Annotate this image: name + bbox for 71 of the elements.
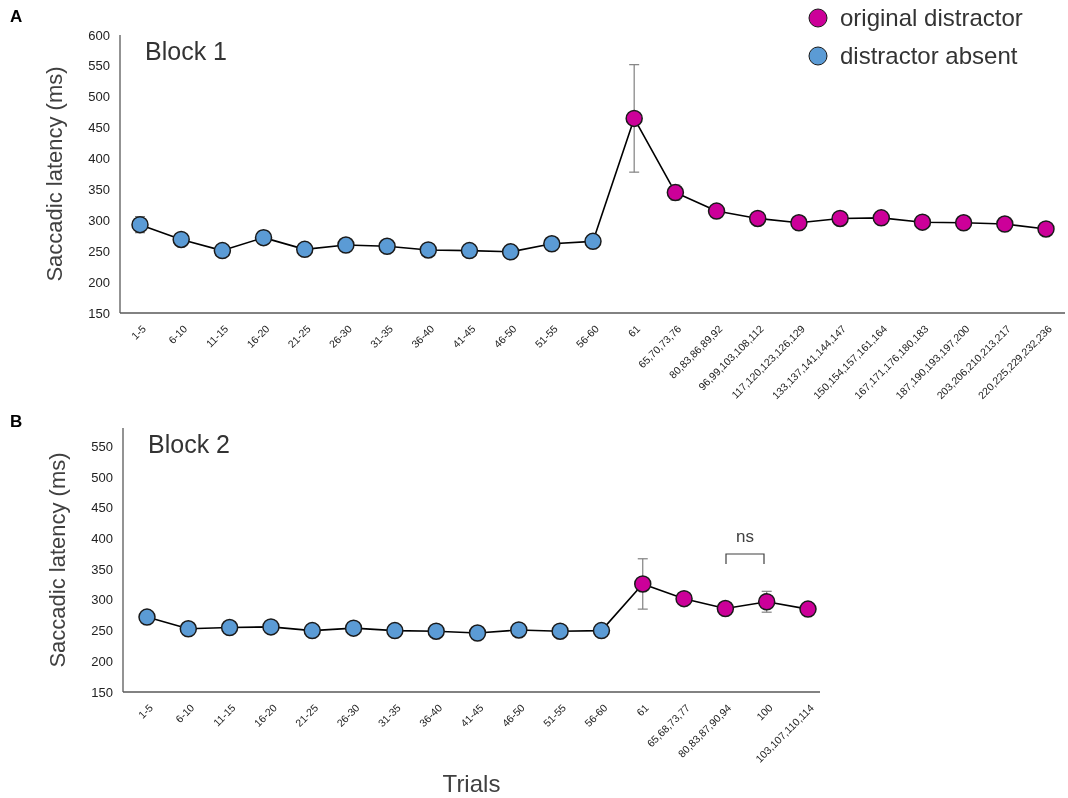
y-tick-label: 450	[88, 120, 110, 136]
point	[790, 214, 808, 232]
point	[913, 213, 932, 231]
y-tick-label: 250	[91, 623, 113, 639]
point	[138, 608, 156, 626]
y-tick-label: 500	[91, 469, 113, 485]
y-tick-label: 300	[88, 212, 110, 228]
point	[262, 618, 280, 636]
chart-title: Block 1	[145, 37, 227, 65]
point	[427, 622, 445, 640]
y-tick-label: 200	[91, 653, 113, 669]
point	[584, 232, 602, 251]
point	[213, 241, 232, 260]
point	[625, 109, 643, 128]
y-tick-label: 350	[91, 561, 113, 577]
x-tick-label: 1-5	[128, 322, 149, 342]
y-axis-title: Saccadic latency (ms)	[45, 452, 70, 668]
y-tick-label: 150	[88, 305, 110, 321]
point	[543, 235, 561, 253]
y-tick-label: 550	[91, 438, 113, 454]
point	[501, 243, 520, 261]
y-axis-title: Saccadic latency (ms)	[42, 66, 67, 282]
text: A	[10, 7, 23, 26]
point	[872, 209, 891, 227]
y-tick-label: 450	[91, 500, 113, 516]
point	[996, 215, 1014, 233]
point	[1037, 220, 1055, 238]
point	[378, 237, 396, 256]
text: B	[10, 412, 23, 431]
point	[337, 236, 355, 254]
y-tick-label: 150	[91, 684, 113, 700]
y-tick-label: 600	[88, 27, 110, 43]
y-tick-label: 400	[91, 531, 113, 547]
point	[303, 621, 321, 640]
point	[634, 575, 652, 593]
point	[716, 599, 735, 618]
point	[510, 621, 528, 639]
x-tick-label: 61	[625, 322, 643, 340]
point	[954, 214, 973, 232]
point	[831, 209, 849, 228]
x-tick-label: 61	[634, 701, 651, 719]
point	[295, 240, 314, 259]
point	[551, 622, 569, 640]
y-tick-label: 200	[88, 274, 110, 290]
y-tick-label: 350	[88, 181, 110, 197]
point	[386, 621, 404, 640]
y-tick-label: 400	[88, 151, 110, 167]
point	[419, 241, 438, 259]
point	[748, 209, 767, 228]
chart-title: Block 2	[148, 430, 230, 458]
point	[592, 621, 611, 640]
point	[179, 620, 198, 638]
legend-label: original distractor	[840, 4, 1023, 32]
point	[675, 589, 693, 608]
x-axis-title: Trials	[442, 770, 501, 797]
point	[344, 619, 363, 637]
legend-label: distractor absent	[840, 42, 1018, 70]
point	[468, 624, 487, 642]
annotation: ns	[736, 527, 754, 546]
x-tick-label: 1-5	[135, 701, 156, 721]
point	[757, 593, 776, 611]
y-tick-label: 550	[88, 58, 110, 74]
point	[460, 241, 479, 260]
point	[172, 230, 190, 249]
point	[799, 600, 817, 618]
y-tick-label: 250	[88, 243, 110, 259]
point	[666, 183, 685, 202]
point	[707, 202, 726, 220]
y-tick-label: 500	[88, 89, 110, 105]
point	[220, 618, 239, 637]
y-tick-label: 300	[91, 592, 113, 608]
